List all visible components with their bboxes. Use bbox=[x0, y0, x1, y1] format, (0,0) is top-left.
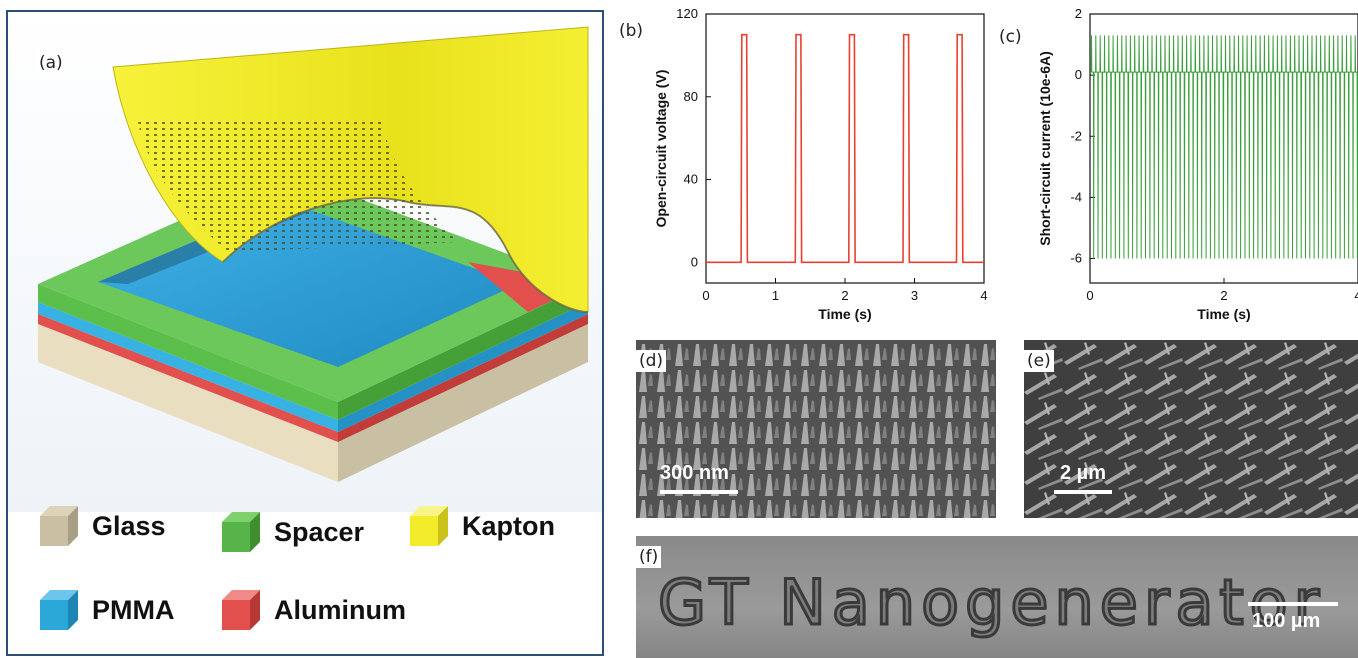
legend-item-kapton: Kapton bbox=[406, 504, 555, 548]
glass-side-face bbox=[338, 324, 588, 482]
x-tick-label: 4 bbox=[980, 288, 987, 303]
y-tick-label: 0 bbox=[1075, 67, 1082, 82]
panel-label-a: (a) bbox=[36, 52, 66, 74]
x-tick-label: 0 bbox=[702, 288, 709, 303]
y-axis-label: Short-circuit current (10e-6A) bbox=[1037, 51, 1053, 245]
glass-cube-icon bbox=[40, 506, 78, 546]
x-tick-label: 1 bbox=[772, 288, 779, 303]
sem-nanowires-image: (e) 2 µm bbox=[1024, 340, 1358, 518]
legend-label: Kapton bbox=[462, 510, 555, 541]
scale-label: 100 µm bbox=[1252, 610, 1321, 632]
legend-item-spacer: Spacer bbox=[218, 510, 364, 554]
scale-bar bbox=[660, 490, 738, 494]
current-chart-panel: 0 2 4 2 0 -2 -4 -6 Time (s) Short-circuit current… bbox=[992, 0, 1358, 330]
y-tick-label: -6 bbox=[1070, 251, 1082, 266]
panel-label-c: (c) bbox=[996, 26, 1025, 48]
voltage-chart-panel: 0 1 2 3 4 0 40 80 120 Time (s) Open-circuit voltag… bbox=[612, 0, 990, 330]
series-line-voltage bbox=[706, 33, 984, 264]
scale-bar bbox=[1054, 490, 1112, 494]
legend-item-pmma: PMMA bbox=[36, 588, 175, 632]
y-axis-label: Open-circuit voltage (V) bbox=[653, 70, 669, 228]
panel-label-d: (d) bbox=[636, 350, 667, 372]
legend-label: PMMA bbox=[92, 594, 175, 625]
device-schematic-panel: (a) Glass Spacer Kapton PMMA Aluminum bbox=[6, 10, 604, 656]
spacer-cube-icon bbox=[222, 512, 260, 552]
y-tick-label: 0 bbox=[691, 254, 698, 269]
legend-label: Glass bbox=[92, 510, 166, 541]
engraved-text: GT Nanogenerator bbox=[656, 565, 1326, 641]
legend-item-aluminum: Aluminum bbox=[218, 588, 406, 632]
x-tick-label: 4 bbox=[1354, 288, 1358, 303]
kapton-hole-array bbox=[138, 122, 458, 252]
scale-label: 2 µm bbox=[1060, 462, 1106, 484]
scale-bar bbox=[1248, 602, 1338, 606]
y-tick-label: -4 bbox=[1070, 189, 1082, 204]
y-tick-label: 120 bbox=[676, 6, 698, 21]
x-axis-label: Time (s) bbox=[818, 306, 871, 322]
sem-nanorods-image: (d) 300 nm bbox=[636, 340, 996, 518]
pmma-cube-icon bbox=[40, 590, 78, 630]
x-tick-label: 2 bbox=[1220, 288, 1227, 303]
panel-label-e: (e) bbox=[1024, 350, 1054, 372]
panel-label-b: (b) bbox=[616, 20, 647, 42]
legend-label: Aluminum bbox=[274, 594, 406, 625]
y-tick-label: 40 bbox=[684, 172, 698, 187]
series-line-current bbox=[1090, 35, 1358, 259]
y-tick-label: 2 bbox=[1075, 6, 1082, 21]
scale-label: 300 nm bbox=[660, 462, 729, 484]
x-tick-label: 2 bbox=[841, 288, 848, 303]
x-tick-label: 0 bbox=[1086, 288, 1093, 303]
aluminum-cube-icon bbox=[222, 590, 260, 630]
sem-texture-d bbox=[636, 340, 996, 518]
x-axis-label: Time (s) bbox=[1197, 306, 1250, 322]
y-tick-label: -2 bbox=[1070, 128, 1082, 143]
panel-label-f: (f) bbox=[636, 546, 662, 568]
x-tick-label: 3 bbox=[911, 288, 918, 303]
device-illustration bbox=[8, 12, 602, 512]
legend-item-glass: Glass bbox=[36, 504, 166, 548]
kapton-cube-icon bbox=[410, 506, 448, 546]
y-tick-label: 80 bbox=[684, 89, 698, 104]
sem-engraved-text-image: (f) GT Nanogenerator 100 µm bbox=[636, 536, 1358, 658]
glass-front-face bbox=[38, 324, 338, 482]
legend-label: Spacer bbox=[274, 516, 365, 547]
current-chart: 0 2 4 2 0 -2 -4 -6 Time (s) Short-circuit current… bbox=[1037, 6, 1358, 322]
sem-texture-e bbox=[1024, 340, 1358, 518]
